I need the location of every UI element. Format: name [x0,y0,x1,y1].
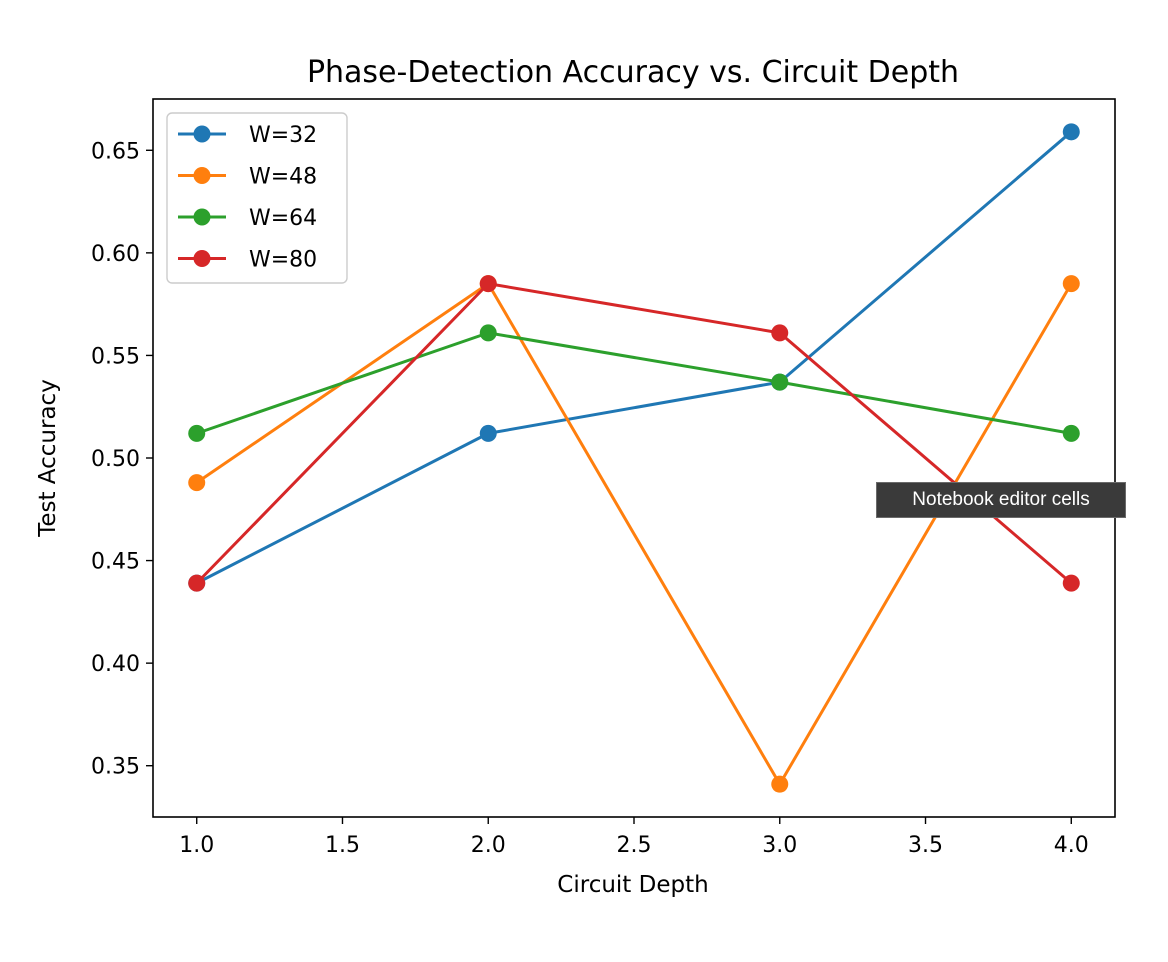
data-point [1062,574,1080,592]
y-tick-label: 0.60 [91,242,140,267]
chart-title: Phase-Detection Accuracy vs. Circuit Dep… [307,55,959,90]
legend-marker [193,125,211,143]
y-tick-label: 0.35 [91,755,140,780]
legend-item: W=48 [178,165,317,190]
y-tick-label: 0.40 [91,652,140,677]
series-line [196,331,1072,435]
data-point [771,775,789,793]
legend-label: W=48 [249,165,317,190]
y-tick-label: 0.65 [91,139,140,164]
series-layer [188,123,1080,793]
data-point [188,474,206,492]
data-point [1062,424,1080,442]
y-axis: 0.35 0.40 0.45 0.50 0.55 0.60 0.65 [91,139,153,780]
legend-marker [193,250,211,267]
x-tick-label: 4.0 [1054,833,1089,858]
legend-item: W=64 [178,206,317,231]
data-point [479,275,497,293]
data-point [1062,123,1080,141]
x-tick-label: 3.0 [762,833,797,858]
x-tick-label: 1.5 [325,833,360,858]
data-point [771,373,789,391]
x-axis: 1.0 1.5 2.0 2.5 3.0 3.5 4.0 [179,817,1089,858]
x-axis-title: Circuit Depth [557,872,708,898]
data-point [479,324,497,342]
data-point [188,574,206,592]
y-axis-title: Test Accuracy [35,379,61,538]
y-tick-label: 0.55 [91,344,140,369]
legend-box [166,112,348,284]
data-point [771,324,789,342]
data-point [479,424,497,442]
series-line [195,282,1073,585]
x-tick-label: 2.0 [471,833,506,858]
legend-label: W=64 [249,206,317,231]
x-tick-label: 3.5 [908,833,943,858]
legend-label: W=32 [249,123,317,148]
x-tick-label: 2.5 [617,833,652,858]
legend: W=32 W=48 W=64 W=80 [166,112,348,284]
series-w-64 [188,324,1080,442]
legend-marker [193,167,211,184]
legend-label: W=80 [249,248,317,273]
data-point [188,424,206,442]
y-tick-label: 0.45 [91,550,140,575]
series-w-80 [188,275,1080,592]
legend-marker [193,208,211,226]
series-line [196,130,1073,585]
tooltip: Notebook editor cells [876,482,1126,518]
data-point [1062,275,1080,293]
x-tick-label: 1.0 [179,833,214,858]
legend-item: W=32 [178,123,317,148]
y-tick-label: 0.50 [91,447,140,472]
legend-item: W=80 [178,248,317,273]
